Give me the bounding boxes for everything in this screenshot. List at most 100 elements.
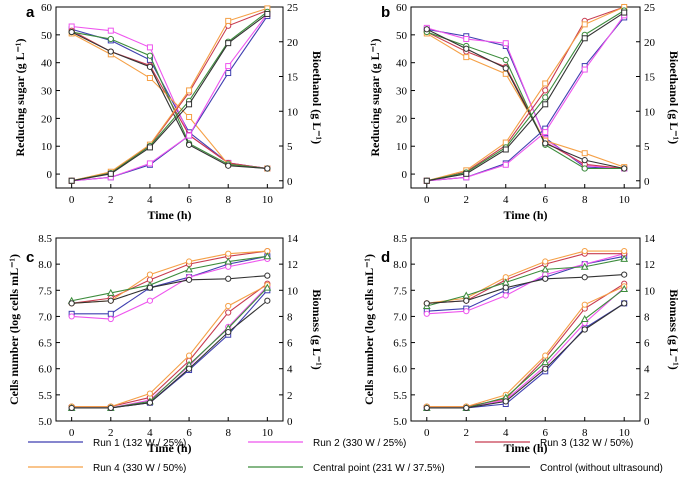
series-run1-right: [423, 300, 628, 411]
data-point: [502, 146, 509, 153]
y2-tick-label: 4: [644, 364, 650, 376]
x-tick-label: 4: [147, 194, 153, 206]
data-point: [580, 262, 589, 270]
data-point: [68, 313, 75, 320]
y2-tick-label: 8: [287, 311, 293, 323]
data-point: [225, 309, 232, 316]
data-point: [581, 301, 588, 308]
x-tick-label: 0: [69, 427, 75, 439]
data-point: [225, 263, 232, 270]
series-run2-left: [423, 24, 628, 172]
data-point: [224, 257, 233, 265]
data-point: [502, 284, 509, 291]
data-point: [225, 275, 232, 282]
series-line: [71, 275, 268, 304]
y2-tick-label: 25: [644, 2, 656, 14]
data-point: [502, 398, 509, 405]
y-tick-label: 7.0: [393, 311, 407, 323]
data-point: [581, 165, 588, 172]
y2-tick-label: 14: [644, 233, 656, 245]
y-tick-label: 6.0: [393, 364, 407, 376]
legend-label: Run 4 (330 W / 50%): [93, 463, 186, 474]
series-line: [426, 288, 625, 409]
series-line: [71, 250, 268, 304]
series-control-left: [68, 272, 271, 307]
series-control-right: [423, 300, 628, 412]
y2-axis-label: Biomass (g L⁻¹): [310, 289, 324, 370]
y2-tick-label: 14: [287, 233, 299, 245]
plot-frame: [410, 6, 641, 189]
data-point: [621, 300, 628, 307]
x-tick-label: 6: [542, 427, 548, 439]
series-run2-left: [68, 255, 271, 323]
y2-tick-label: 12: [287, 259, 298, 271]
panel-letter: d: [381, 249, 390, 266]
data-point: [107, 35, 114, 43]
series-line: [426, 253, 625, 315]
data-point: [423, 310, 430, 317]
series-line: [426, 274, 625, 304]
series-line: [71, 285, 268, 409]
data-point: [463, 45, 470, 52]
legend-label: Control (without ultrasound): [540, 463, 663, 474]
data-point: [186, 132, 193, 139]
y-tick-label: 8.5: [393, 233, 407, 245]
data-point: [620, 254, 629, 262]
data-point: [225, 302, 232, 310]
x-tick-label: 0: [424, 427, 430, 439]
panel-c: 0 2 4 6 8 10 5.0 5.5 6.0 6.5 7.0 7.5 8.0 8.5 0 2 4 6 8 10 12…: [7, 233, 324, 455]
data-point: [146, 44, 153, 51]
data-point: [225, 17, 232, 24]
data-point: [581, 274, 588, 281]
plot-frame: [410, 237, 641, 422]
panel-letter: b: [381, 4, 390, 21]
x-axis-label: Time (h): [147, 441, 191, 455]
series-line: [426, 31, 625, 170]
data-point: [68, 177, 75, 184]
data-point: [107, 170, 114, 177]
data-point: [620, 284, 629, 292]
series-control-left: [423, 271, 628, 307]
data-point: [263, 252, 272, 260]
series-line: [71, 13, 268, 182]
data-point: [542, 258, 549, 265]
data-point: [502, 40, 509, 47]
series-line: [426, 10, 625, 182]
legend: Run 1 (132 W / 25%) Run 2 (330 W / 25%) Ru…: [28, 438, 663, 474]
data-point: [107, 315, 114, 323]
x-tick-label: 10: [619, 427, 631, 439]
data-point: [146, 297, 154, 304]
y-tick-label: 40: [41, 58, 53, 70]
series-control-right: [68, 297, 271, 412]
y2-tick-label: 2: [644, 390, 650, 402]
y-tick-label: 0: [402, 169, 408, 181]
y-tick-label: 10: [41, 141, 53, 153]
data-point: [146, 284, 154, 291]
data-point: [107, 297, 114, 304]
data-point: [581, 66, 588, 73]
data-point: [146, 399, 154, 406]
data-point: [107, 404, 114, 412]
y2-tick-label: 8: [644, 311, 650, 323]
data-point: [502, 139, 509, 146]
y2-axis-label: Biomass (g L⁻¹): [667, 289, 681, 370]
data-point: [463, 54, 470, 61]
series-run3-left: [423, 250, 628, 307]
series-line: [71, 258, 268, 320]
y-axis-label: Reducing sugar (g L⁻¹): [13, 38, 27, 156]
panel-letter: a: [26, 4, 35, 21]
y-tick-label: 40: [396, 58, 408, 70]
data-point: [68, 28, 75, 36]
data-point: [264, 10, 271, 17]
y-tick-label: 5.0: [393, 416, 407, 428]
series-run3-right: [423, 280, 628, 410]
series-run4-right: [423, 283, 628, 410]
y-tick-label: 30: [41, 86, 53, 98]
data-point: [581, 247, 588, 255]
y2-tick-label: 10: [287, 285, 299, 297]
data-point: [107, 310, 114, 317]
y-tick-label: 6.0: [38, 364, 52, 376]
legend-label: Run 3 (132 W / 50%): [540, 438, 633, 449]
data-point: [146, 271, 154, 278]
